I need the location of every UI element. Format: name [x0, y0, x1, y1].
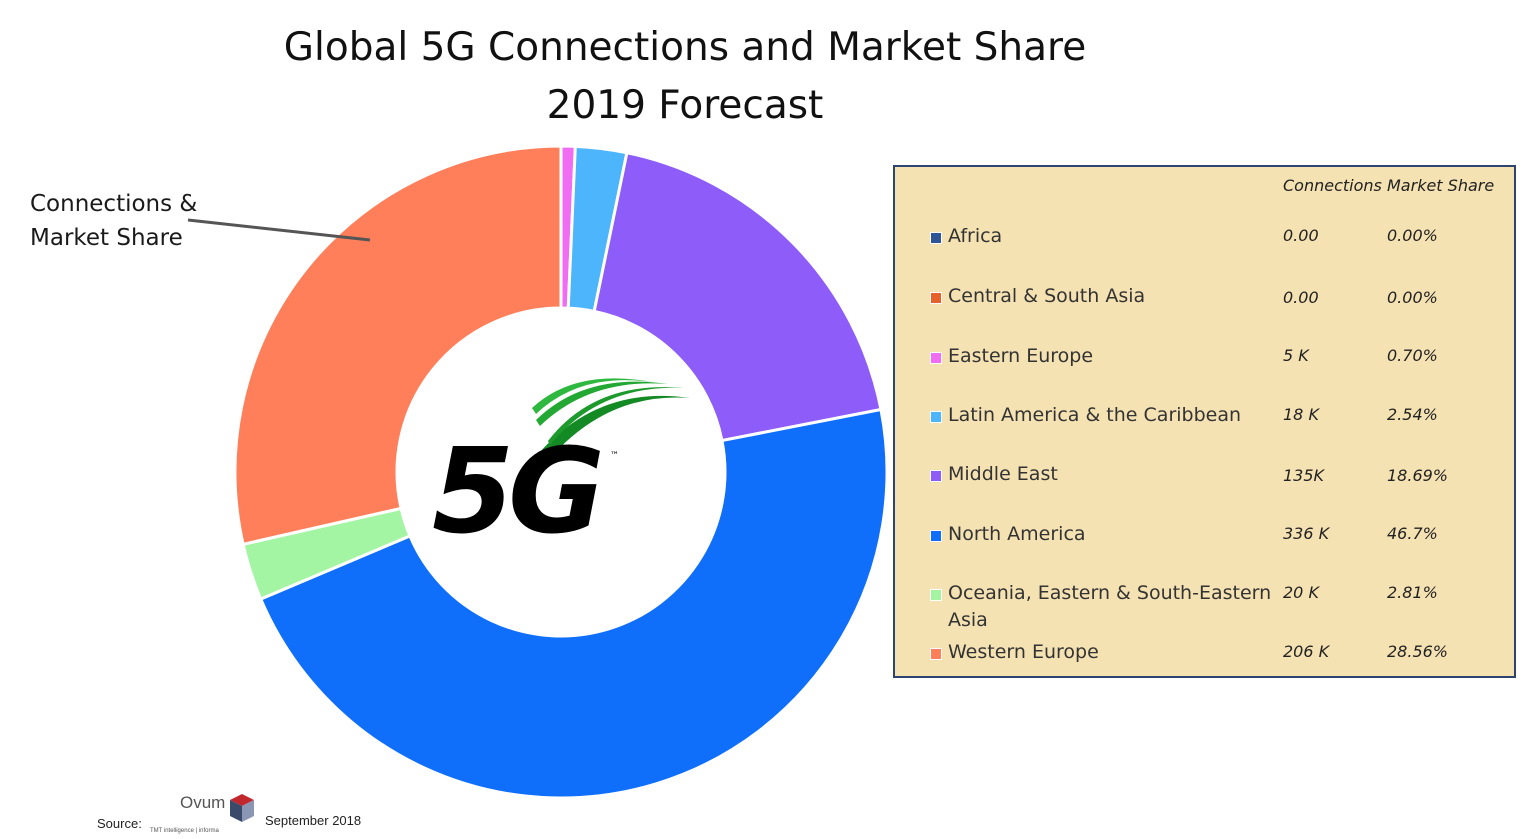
legend-share-value: 46.7% [1387, 524, 1438, 543]
legend-row: Central & South Asia 0.00 0.00% [895, 285, 1514, 348]
legend-share-value: 0.70% [1387, 346, 1438, 365]
legend-region-name: Oceania, Eastern & South-Eastern Asia [948, 582, 1272, 631]
legend-share-value: 0.00% [1387, 288, 1438, 307]
legend-header-connections: Connections [1283, 176, 1382, 195]
callout-line-2: Market Share [30, 225, 183, 251]
legend-region-name: Eastern Europe [948, 345, 1094, 367]
legend-swatch [930, 292, 942, 304]
legend-connections-value: 5 K [1283, 346, 1309, 365]
ovum-cube-icon [230, 794, 254, 822]
donut-slice-western-europe [233, 144, 563, 547]
5g-trademark: ™ [610, 451, 619, 461]
legend-connections-value: 18 K [1283, 405, 1319, 424]
legend-connections-value: 336 K [1283, 524, 1330, 543]
legend-region-name: Central & South Asia [948, 285, 1146, 307]
legend-connections-value: 0.00 [1283, 288, 1319, 307]
legend-table: Connections Market Share Africa 0.00 0.0… [893, 165, 1516, 678]
footer-source-label: Source: [97, 816, 142, 831]
legend-swatch [930, 352, 942, 364]
legend-share-value: 0.00% [1387, 226, 1438, 245]
legend-row: Oceania, Eastern & South-Eastern Asia 20… [895, 582, 1514, 645]
legend-swatch [930, 470, 942, 482]
legend-share-value: 2.54% [1387, 405, 1438, 424]
legend-row: North America 336 K 46.7% [895, 523, 1514, 586]
donut-slices [233, 144, 889, 800]
legend-region-name: Western Europe [948, 641, 1099, 663]
callout-line-1: Connections & [30, 191, 198, 217]
legend-swatch [930, 411, 942, 423]
legend-row: Middle East 135K 18.69% [895, 463, 1514, 526]
ovum-logo-tagline: TMT intelligence | informa [150, 828, 219, 834]
legend-row: Latin America & the Caribbean 18 K 2.54% [895, 404, 1514, 467]
callout-leader-line [187, 218, 371, 242]
legend-header-share: Market Share [1387, 176, 1495, 195]
legend-row: Eastern Europe 5 K 0.70% [895, 345, 1514, 408]
legend-row: Africa 0.00 0.00% [895, 225, 1514, 288]
legend-swatch [930, 232, 942, 244]
chart-title-line-2: 2019 Forecast [546, 83, 824, 128]
legend-share-value: 18.69% [1387, 466, 1449, 485]
ovum-logo: Ovum TMT intelligence | informa [150, 793, 260, 835]
donut-slice-north-america [258, 407, 889, 800]
legend-swatch [930, 530, 942, 542]
legend-share-value: 28.56% [1387, 642, 1449, 661]
legend-region-name: Africa [948, 225, 1003, 247]
legend-region-name: North America [948, 523, 1086, 545]
legend-connections-value: 20 K [1283, 583, 1319, 602]
callout-label: Connections & Market Share [30, 187, 230, 255]
legend-share-value: 2.81% [1387, 583, 1438, 602]
donut-slice-middle-east [592, 150, 883, 443]
ovum-logo-text: Ovum [180, 793, 226, 812]
legend-swatch [930, 589, 942, 601]
legend-row: Western Europe 206 K 28.56% [895, 641, 1514, 704]
5g-logo-text: 5G [432, 422, 600, 560]
footer-date: September 2018 [265, 813, 362, 828]
legend-connections-value: 0.00 [1283, 226, 1319, 245]
legend-region-name: Latin America & the Caribbean [948, 404, 1242, 426]
chart-title-line-1: Global 5G Connections and Market Share [283, 25, 1087, 70]
legend-region-name: Middle East [948, 463, 1058, 485]
legend-connections-value: 206 K [1283, 642, 1330, 661]
5g-logo-icon: 5G ™ [432, 378, 690, 560]
legend-connections-value: 135K [1283, 466, 1325, 485]
legend-swatch [930, 648, 942, 660]
